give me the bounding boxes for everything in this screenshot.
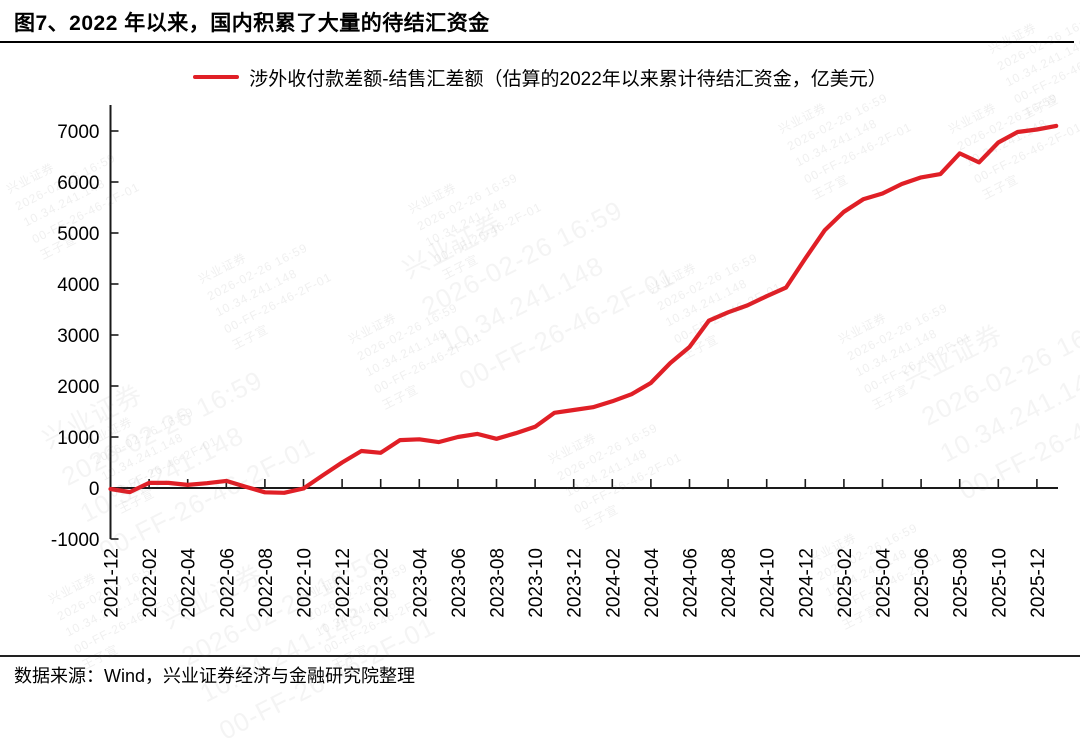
x-tick-label: 2022-02: [140, 548, 161, 618]
y-tick-label: 0: [89, 479, 100, 500]
y-tick-label: -1000: [51, 530, 100, 551]
x-tick-label: 2023-12: [565, 548, 586, 618]
y-tick-label: 2000: [57, 377, 99, 398]
x-tick-label: 2025-02: [835, 548, 856, 618]
chart-title: 图7、2022 年以来，国内积累了大量的待结汇资金: [14, 12, 490, 35]
y-tick-label: 6000: [57, 173, 99, 194]
x-tick-label: 2023-02: [372, 548, 393, 618]
x-tick-label: 2025-12: [1028, 548, 1049, 618]
x-tick-label: 2023-10: [526, 548, 547, 618]
legend-line-swatch: [193, 75, 240, 79]
chart-area: -1000 0 1000 2000 3000 4000 5000 6000 7000 2021-1…: [0, 95, 1080, 655]
y-tick-label: 3000: [57, 326, 99, 347]
x-tick-label: 2024-10: [758, 548, 779, 618]
line-chart: -1000 0 1000 2000 3000 4000 5000 6000 7000 2021-1…: [51, 105, 1059, 618]
y-tick-label: 1000: [57, 428, 99, 449]
data-line: [108, 123, 1059, 495]
x-tick-label: 2025-08: [951, 548, 972, 618]
y-tick-label: 4000: [57, 275, 99, 296]
x-tick-label: 2024-04: [642, 548, 663, 618]
x-tick-label: 2021-12: [102, 548, 123, 618]
x-tick-label: 2024-02: [603, 548, 624, 618]
legend-label: 涉外收付款差额-结售汇差额（估算的2022年以来累计待结汇资金，亿美元）: [249, 68, 887, 90]
x-tick-label: 2025-10: [989, 548, 1010, 618]
x-tick-label: 2024-12: [796, 548, 817, 618]
x-tick-label: 2024-08: [719, 548, 740, 618]
x-tick-label: 2022-08: [256, 548, 277, 618]
x-tick-label: 2022-04: [179, 548, 200, 618]
footer-divider: [0, 655, 1080, 657]
x-tick-label: 2025-04: [874, 548, 895, 618]
chart-legend: 涉外收付款差额-结售汇差额（估算的2022年以来累计待结汇资金，亿美元）: [0, 62, 1080, 92]
x-tick-label: 2023-08: [488, 548, 509, 618]
x-tick-label: 2025-06: [912, 548, 933, 618]
y-tick-label: 7000: [57, 122, 99, 143]
x-tick-label: 2022-10: [295, 548, 316, 618]
x-tick-label: 2023-06: [449, 548, 470, 618]
title-divider: [0, 41, 1074, 43]
y-tick-label: 5000: [57, 224, 99, 245]
x-tick-label: 2022-12: [333, 548, 354, 618]
x-tick-label: 2023-04: [410, 548, 431, 618]
x-tick-label: 2024-06: [681, 548, 702, 618]
x-tick-label: 2022-06: [217, 548, 238, 618]
data-source: 数据来源：Wind，兴业证券经济与金融研究院整理: [14, 666, 416, 686]
